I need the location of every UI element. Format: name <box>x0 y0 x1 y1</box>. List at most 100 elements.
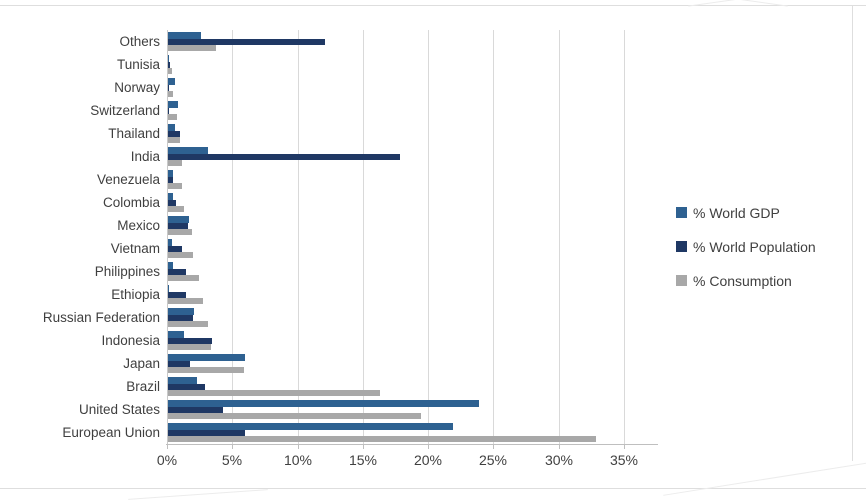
axis-tick-10% <box>298 445 299 449</box>
x-axis-line <box>166 444 658 445</box>
legend-label: % Consumption <box>693 272 792 289</box>
bar-world-gdp-venezuela <box>168 170 173 177</box>
category-label-tunisia: Tunisia <box>116 57 160 72</box>
legend-item-world-population: % World Population <box>676 238 816 255</box>
gridline-5% <box>232 30 233 444</box>
gridline-35% <box>624 30 625 444</box>
bar-consumption-japan <box>168 367 244 373</box>
axis-tick-30% <box>559 445 560 449</box>
x-tick-label-0%: 0% <box>156 452 178 468</box>
axis-tick-15% <box>363 445 364 449</box>
bar-world-gdp-european-union <box>168 423 453 430</box>
bar-world-gdp-others <box>168 32 201 39</box>
bar-world-gdp-russian-federation <box>168 308 194 315</box>
bar-world-gdp-vietnam <box>168 239 172 246</box>
category-label-others: Others <box>119 34 160 49</box>
bar-world-population-vietnam <box>168 246 182 252</box>
axis-tick-20% <box>428 445 429 449</box>
category-label-switzerland: Switzerland <box>90 103 160 118</box>
bar-world-population-norway <box>168 85 169 91</box>
bar-world-population-tunisia <box>168 62 170 68</box>
x-tick-label-35%: 35% <box>609 452 639 468</box>
bar-world-gdp-tunisia <box>168 55 169 62</box>
category-label-indonesia: Indonesia <box>101 333 160 348</box>
bar-world-population-philippines <box>168 269 186 275</box>
category-label-japan: Japan <box>123 356 160 371</box>
bottom-right-watermark-diagonal <box>663 461 866 496</box>
legend-item-consumption: % Consumption <box>676 272 816 289</box>
category-label-russian-federation: Russian Federation <box>42 310 160 325</box>
x-tick-label-30%: 30% <box>544 452 574 468</box>
category-label-mexico: Mexico <box>117 218 160 233</box>
bottom-left-watermark-diagonal <box>128 489 268 500</box>
bar-world-gdp-philippines <box>168 262 173 269</box>
legend: % World GDP % World Population % Consumpti… <box>676 205 816 307</box>
bar-world-gdp-india <box>168 147 208 154</box>
legend-swatch-icon <box>676 241 687 252</box>
legend-swatch-icon <box>676 275 687 286</box>
gridline-20% <box>428 30 429 444</box>
bar-world-gdp-norway <box>168 78 175 85</box>
bar-consumption-others <box>168 45 216 51</box>
bar-world-population-brazil <box>168 384 205 390</box>
axis-tick-35% <box>624 445 625 449</box>
bar-consumption-european-union <box>168 436 596 442</box>
bar-world-population-switzerland <box>168 108 169 114</box>
bar-world-population-mexico <box>168 223 188 229</box>
bar-world-gdp-brazil <box>168 377 197 384</box>
x-tick-label-10%: 10% <box>283 452 313 468</box>
gridline-10% <box>298 30 299 444</box>
legend-label: % World Population <box>693 238 816 255</box>
axis-tick-25% <box>493 445 494 449</box>
category-label-colombia: Colombia <box>102 195 160 210</box>
bar-world-population-colombia <box>168 200 176 206</box>
bar-world-gdp-colombia <box>168 193 173 200</box>
bar-consumption-russian-federation <box>168 321 208 327</box>
legend-swatch-icon <box>676 207 687 218</box>
x-tick-label-15%: 15% <box>348 452 378 468</box>
bar-consumption-thailand <box>168 137 180 143</box>
bar-world-gdp-ethiopia <box>168 285 169 292</box>
bar-world-gdp-indonesia <box>168 331 184 338</box>
right-border-line <box>852 5 853 461</box>
axis-tick-5% <box>232 445 233 449</box>
bar-consumption-ethiopia <box>168 298 203 304</box>
x-tick-label-20%: 20% <box>413 452 443 468</box>
bar-consumption-venezuela <box>168 183 182 189</box>
bottom-border-line <box>0 488 866 489</box>
bar-consumption-tunisia <box>168 68 172 74</box>
bar-world-population-european-union <box>168 430 245 436</box>
bar-consumption-mexico <box>168 229 192 235</box>
gridline-15% <box>363 30 364 444</box>
category-label-norway: Norway <box>114 80 160 95</box>
bar-world-gdp-thailand <box>168 124 175 131</box>
x-tick-label-5%: 5% <box>221 452 243 468</box>
bar-consumption-united-states <box>168 413 421 419</box>
axis-tick-0% <box>167 445 168 449</box>
gridline-30% <box>559 30 560 444</box>
bar-world-population-ethiopia <box>168 292 186 298</box>
category-label-thailand: Thailand <box>108 126 160 141</box>
bar-world-gdp-mexico <box>168 216 189 223</box>
bar-world-population-others <box>168 39 325 45</box>
gridline-25% <box>493 30 494 444</box>
bar-consumption-philippines <box>168 275 199 281</box>
y-axis-line <box>167 30 168 444</box>
bar-world-population-russian-federation <box>168 315 193 321</box>
bar-world-gdp-united-states <box>168 400 479 407</box>
category-label-european-union: European Union <box>62 425 160 440</box>
bar-consumption-brazil <box>168 390 380 396</box>
bar-world-population-united-states <box>168 407 223 413</box>
category-label-vietnam: Vietnam <box>110 241 160 256</box>
bar-consumption-india <box>168 160 182 166</box>
bar-world-gdp-switzerland <box>168 101 178 108</box>
category-label-venezuela: Venezuela <box>96 172 160 187</box>
top-border-line <box>0 5 866 6</box>
bar-world-population-venezuela <box>168 177 173 183</box>
x-tick-label-25%: 25% <box>478 452 508 468</box>
bar-world-population-japan <box>168 361 190 367</box>
legend-item-world-gdp: % World GDP <box>676 205 816 221</box>
category-label-philippines: Philippines <box>94 264 160 279</box>
bar-consumption-indonesia <box>168 344 211 350</box>
